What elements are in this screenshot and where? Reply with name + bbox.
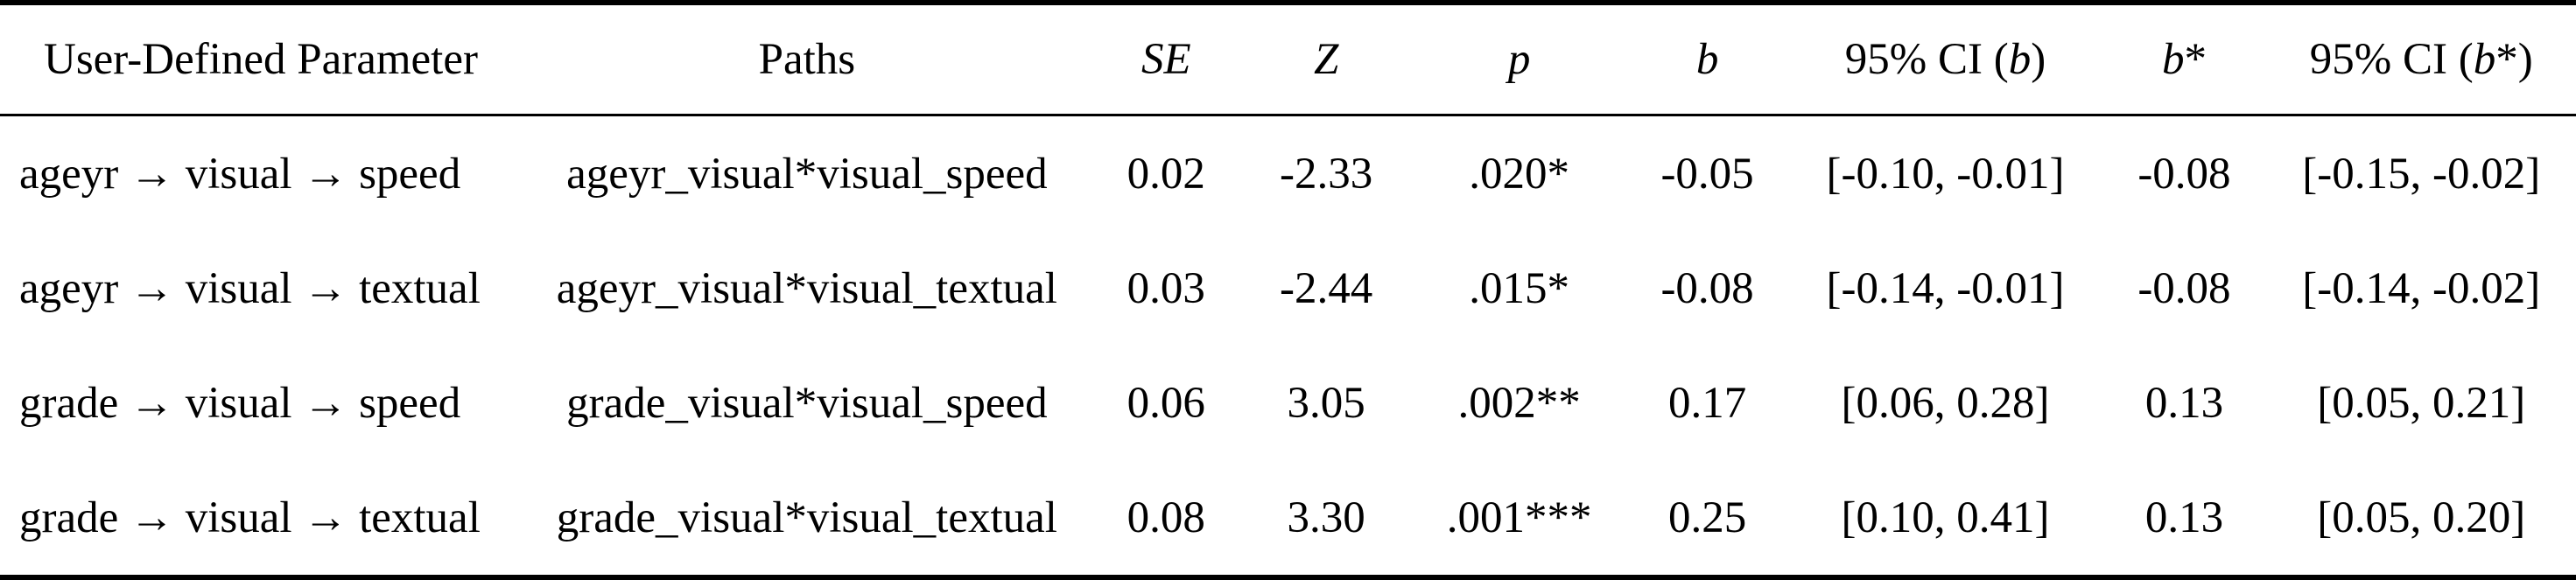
cell-se: 0.08: [1127, 493, 1205, 542]
cell-b-std: -0.08: [2137, 263, 2231, 313]
cell-b-std: 0.13: [2144, 493, 2224, 542]
cell-ci-b-std: [0.05, 0.20]: [2317, 493, 2526, 542]
header-label-ci-b-suffix: ): [2031, 35, 2046, 84]
header-cell-ci-b: 95% CI (b): [1789, 5, 2102, 114]
table-row: grade → visual → textual grade_visual*vi…: [0, 460, 2576, 575]
cell-se: 0.06: [1127, 378, 1205, 428]
header-label-p: p: [1507, 35, 1531, 84]
cell-path: grade_visual*visual_textual: [556, 493, 1057, 542]
header-label-se: SE: [1141, 35, 1191, 84]
header-label-ci-b-italic: b: [2008, 35, 2032, 84]
cell-ci-b: [0.10, 0.41]: [1841, 493, 2050, 542]
cell-p: .020*: [1469, 149, 1569, 199]
header-cell-paths: Paths: [522, 5, 1092, 114]
cell-b: 0.25: [1667, 493, 1747, 542]
cell-z: 3.05: [1287, 378, 1365, 428]
table-row: ageyr → visual → textual ageyr_visual*vi…: [0, 231, 2576, 346]
table-bottom-rule: [0, 575, 2576, 580]
cell-path: ageyr_visual*visual_textual: [556, 263, 1057, 313]
cell-path: ageyr_visual*visual_speed: [566, 149, 1048, 199]
header-label-b-std-suffix: *: [2184, 35, 2207, 84]
table-header-rule: [0, 114, 2576, 116]
header-label-ci-b-prefix: 95% CI (: [1844, 35, 2009, 84]
cell-parameter: grade → visual → textual: [19, 493, 481, 542]
table-top-rule: [0, 0, 2576, 5]
cell-ci-b-std: [-0.14, -0.02]: [2302, 263, 2541, 313]
header-label-parameter: User-Defined Parameter: [43, 35, 478, 84]
header-cell-z: Z: [1240, 5, 1413, 114]
cell-parameter: ageyr → visual → textual: [19, 263, 481, 313]
header-cell-parameter: User-Defined Parameter: [0, 5, 522, 114]
header-cell-ci-b-std: 95% CI (b *): [2266, 5, 2576, 114]
header-cell-se: SE: [1092, 5, 1240, 114]
header-label-ci-b-std-suffix: *): [2495, 35, 2533, 84]
cell-b-std: 0.13: [2144, 378, 2224, 428]
cell-z: 3.30: [1287, 493, 1365, 542]
cell-ci-b: [-0.10, -0.01]: [1826, 149, 2065, 199]
table-header-row: User-Defined Parameter Paths SE Z p b 95…: [0, 5, 2576, 114]
cell-ci-b-std: [-0.15, -0.02]: [2302, 149, 2541, 199]
header-label-z: Z: [1313, 35, 1339, 84]
cell-z: -2.44: [1280, 263, 1373, 313]
table-row: grade → visual → speed grade_visual*visu…: [0, 346, 2576, 460]
cell-se: 0.02: [1127, 149, 1205, 199]
header-cell-b: b: [1626, 5, 1789, 114]
header-label-b-std-italic: b: [2161, 35, 2185, 84]
cell-ci-b: [0.06, 0.28]: [1841, 378, 2050, 428]
cell-parameter: grade → visual → speed: [19, 378, 461, 428]
header-label-b: b: [1695, 35, 1719, 84]
cell-p: .015*: [1469, 263, 1569, 313]
cell-path: grade_visual*visual_speed: [566, 378, 1048, 428]
cell-ci-b-std: [0.05, 0.21]: [2317, 378, 2526, 428]
cell-p: .001***: [1446, 493, 1592, 542]
cell-se: 0.03: [1127, 263, 1205, 313]
cell-b: 0.17: [1667, 378, 1747, 428]
cell-p: .002**: [1457, 378, 1581, 428]
header-cell-p: p: [1413, 5, 1626, 114]
table-row: ageyr → visual → speed ageyr_visual*visu…: [0, 116, 2576, 231]
cell-b: -0.08: [1660, 263, 1754, 313]
cell-b: -0.05: [1660, 149, 1754, 199]
header-cell-b-std: b *: [2102, 5, 2266, 114]
cell-b-std: -0.08: [2137, 149, 2231, 199]
header-label-ci-b-std-prefix: 95% CI (: [2309, 35, 2474, 84]
header-label-paths: Paths: [758, 35, 856, 84]
cell-z: -2.33: [1280, 149, 1373, 199]
header-label-ci-b-std-italic: b: [2473, 35, 2496, 84]
cell-ci-b: [-0.14, -0.01]: [1826, 263, 2065, 313]
cell-parameter: ageyr → visual → speed: [19, 149, 461, 199]
